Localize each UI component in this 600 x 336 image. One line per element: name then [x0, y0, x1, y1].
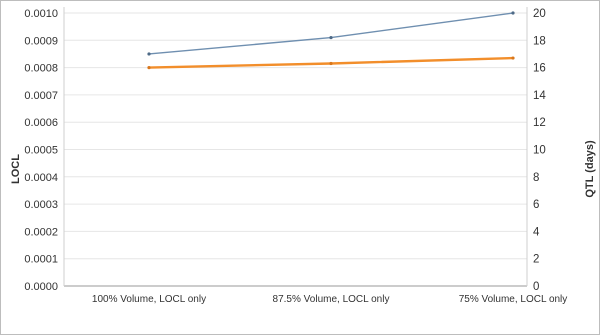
left-tick-label: 0.0006 — [24, 117, 58, 129]
left-tick-label: 0.0004 — [24, 172, 58, 184]
data-point — [329, 35, 333, 40]
right-tick-label: 2 — [533, 254, 539, 266]
x-tick-label: 75% Volume, LOCL only — [459, 294, 568, 305]
gridlines — [63, 7, 528, 287]
series-line-1 — [148, 12, 514, 55]
right-tick-label: 10 — [533, 145, 546, 157]
data-point — [511, 11, 515, 15]
data-point — [511, 56, 515, 60]
right-axis-ticks: 0 2 4 6 8 10 12 14 16 18 20 — [533, 8, 546, 293]
right-tick-label: 8 — [533, 172, 539, 184]
x-tick-label: 100% Volume, LOCL only — [92, 294, 206, 305]
x-axis-ticks: 100% Volume, LOCL only 87.5% Volume, LOCL… — [92, 294, 567, 305]
left-tick-label: 0.0007 — [24, 90, 58, 102]
right-tick-label: 18 — [533, 35, 546, 47]
left-tick-label: 0.0005 — [24, 145, 58, 157]
left-axis-ticks: 0.0000 0.0001 0.0002 0.0003 0.0004 0.0005 0.00… — [24, 8, 58, 293]
right-tick-label: 6 — [533, 199, 539, 211]
left-axis-title: LOCL — [10, 154, 22, 184]
left-tick-label: 0.0002 — [24, 226, 58, 238]
right-tick-label: 16 — [533, 63, 546, 75]
left-tick-label: 0.0010 — [24, 8, 58, 20]
right-tick-label: 20 — [533, 8, 546, 20]
right-tick-label: 4 — [533, 226, 540, 238]
left-tick-label: 0.0008 — [24, 63, 58, 75]
x-tick-label: 87.5% Volume, LOCL only — [273, 294, 390, 305]
right-tick-label: 12 — [533, 117, 546, 129]
right-axis-title: QTL (days) — [584, 140, 596, 198]
right-tick-label: 0 — [533, 281, 539, 293]
left-tick-label: 0.0000 — [24, 281, 58, 293]
right-tick-label: 14 — [533, 90, 546, 102]
left-tick-label: 0.0001 — [24, 254, 58, 266]
data-point — [329, 61, 333, 66]
data-point — [147, 66, 151, 70]
data-point — [147, 52, 151, 56]
series-layer — [147, 11, 515, 70]
left-tick-label: 0.0003 — [24, 199, 58, 211]
left-tick-label: 0.0009 — [24, 35, 58, 47]
